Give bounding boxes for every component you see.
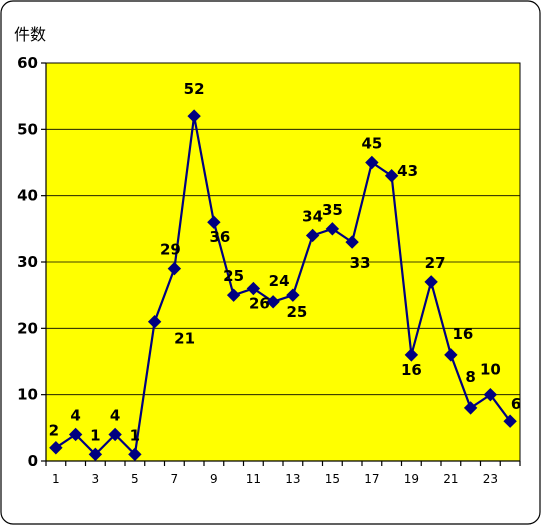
data-label: 26 [249,295,270,313]
data-point-marker [246,281,261,296]
data-point-marker [187,109,201,123]
data-label: 35 [322,201,343,219]
data-label: 43 [397,162,418,180]
x-tick-label: 19 [404,472,419,486]
data-label: 52 [184,80,205,98]
data-point-marker [503,414,517,428]
data-point-marker [266,295,280,309]
data-point-marker [147,314,162,329]
y-tick-label: 40 [17,187,38,205]
data-point-marker [483,387,498,402]
data-point-marker [444,348,458,362]
x-tick-label: 7 [171,472,179,486]
data-label: 29 [160,241,181,259]
x-axis: 1 3 5 7 9 11 13 15 17 19 21 23 [45,460,521,486]
data-point-marker [365,155,379,170]
y-tick-label: 30 [17,253,38,271]
x-tick-label: 3 [92,472,100,486]
series-layer [49,109,517,462]
data-label: 1 [130,426,140,444]
x-tick-label: 21 [443,472,458,486]
data-label: 2 [49,422,59,440]
data-point-marker [286,288,300,302]
y-tick-label: 10 [17,386,38,404]
data-point-marker [226,288,241,302]
x-tick-label: 15 [325,472,340,486]
x-tick-label: 13 [285,472,300,486]
data-point-marker [167,261,182,276]
data-label: 36 [209,228,230,246]
data-label: 25 [223,267,244,285]
data-point-marker [404,348,419,362]
data-label: 8 [465,368,475,386]
y-tick-label: 60 [17,54,38,72]
data-point-marker [108,427,122,442]
data-label: 1 [90,426,100,444]
data-point-marker [345,235,359,249]
data-label: 6 [511,395,521,413]
data-point-marker [463,401,478,415]
x-tick-label: 9 [210,472,218,486]
data-label: 33 [350,254,371,272]
x-tick-label: 5 [131,472,139,486]
data-label: 16 [401,361,422,379]
data-label: 10 [480,361,501,379]
data-label: 4 [110,407,120,425]
data-label: 45 [361,135,382,153]
data-label: 4 [70,407,80,425]
data-point-marker [207,215,221,229]
data-label: 27 [425,254,446,272]
data-point-marker [68,427,83,442]
x-tick-label: 11 [246,472,261,486]
data-label: 25 [286,303,307,321]
data-point-marker [128,447,142,462]
y-axis-unit-label: 件数 [14,25,46,44]
data-point-marker [305,228,320,243]
data-point-marker [384,169,399,183]
data-label: 24 [269,272,290,290]
data-label: 34 [302,208,323,226]
data-label: 16 [452,325,473,343]
x-tick-label: 23 [483,472,498,486]
y-axis: 0 10 20 30 40 50 60 [17,54,47,470]
y-tick-label: 50 [17,120,38,138]
x-tick-label: 17 [364,472,379,486]
y-tick-label: 20 [17,319,38,337]
data-point-marker [49,441,63,455]
data-point-marker [325,222,340,236]
y-tick-label: 0 [28,452,38,470]
data-point-marker [88,447,103,462]
plot-area [45,62,521,462]
x-tick-label: 1 [52,472,60,486]
data-point-marker [424,275,438,289]
data-label: 21 [174,330,195,348]
